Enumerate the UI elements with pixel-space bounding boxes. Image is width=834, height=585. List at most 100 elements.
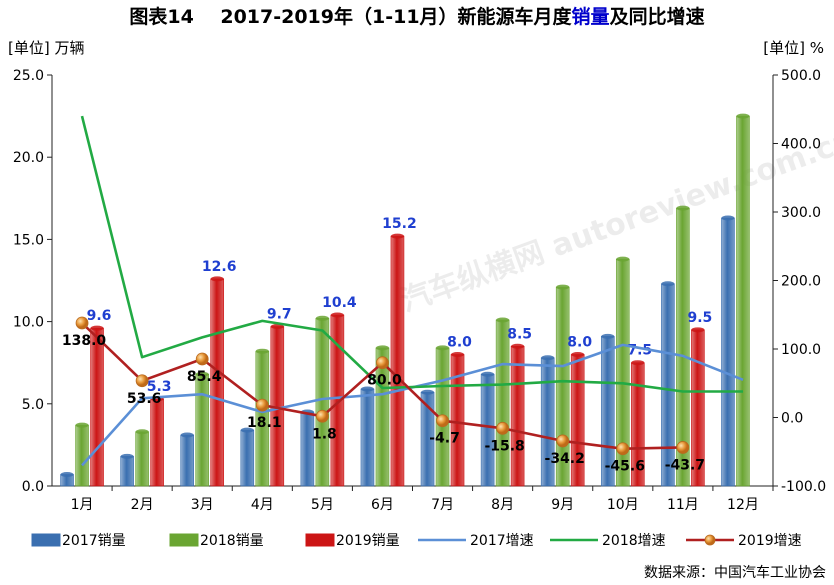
bar-data-label: 10.4 [322, 295, 357, 311]
bar-2018销量 [315, 318, 330, 487]
point-data-label: -34.2 [545, 451, 585, 467]
bar-cap-2019销量 [90, 325, 104, 331]
bar-data-label: 8.0 [447, 334, 472, 350]
chart-title: 图表14 2017-2019年（1-11月）新能源车月度销量及同比增速 [0, 2, 834, 29]
bar-2018销量 [195, 373, 210, 487]
watermark: 汽车纵横网 autoreview.com.cn [396, 122, 834, 319]
bar-cap-2019销量 [631, 360, 645, 366]
bar-cap-2017销量 [661, 281, 675, 287]
bar-2019销量 [150, 398, 164, 487]
point-2019增速 [315, 409, 329, 423]
legend-label: 2019增速 [738, 533, 802, 549]
bar-cap-2019销量 [270, 324, 284, 330]
bar-data-label: 8.0 [567, 334, 592, 350]
bar-2018销量 [135, 431, 149, 487]
bar-cap-2017销量 [721, 215, 735, 221]
left-tick-label: 20.0 [13, 150, 44, 166]
point-data-label: -43.7 [665, 457, 705, 473]
legend-label: 2018销量 [200, 533, 264, 549]
x-tick-label: 11月 [667, 497, 699, 513]
bar-data-label: 9.6 [87, 308, 112, 324]
point-2019增速 [75, 316, 89, 330]
point-2019增速 [436, 414, 449, 428]
left-tick-label: 15.0 [13, 232, 44, 248]
point-2019增速 [195, 352, 209, 366]
bar-cap-2017销量 [541, 355, 555, 361]
x-tick-label: 6月 [371, 497, 394, 513]
point-data-label: 53.6 [127, 391, 162, 407]
point-data-label: 85.4 [187, 369, 222, 385]
bar-data-label: 9.5 [687, 310, 712, 326]
bar-2017销量 [480, 373, 495, 487]
x-tick-label: 10月 [607, 497, 639, 513]
bar-cap-2018销量 [195, 371, 209, 377]
bar-cap-2018销量 [315, 315, 329, 321]
legend-label: 2017增速 [470, 533, 534, 549]
x-tick-label: 3月 [191, 497, 214, 513]
point-2019增速 [135, 374, 149, 388]
legend-swatch [31, 533, 61, 547]
title-prefix: 图表14 [129, 6, 194, 28]
bar-data-label: 15.2 [382, 216, 417, 232]
right-axis-unit: [单位] % [763, 39, 824, 57]
bar-cap-2019销量 [210, 276, 224, 282]
right-tick-label: -100.0 [781, 479, 826, 495]
title-main: 2017-2019年（1-11月）新能源车月度 [220, 6, 572, 28]
bar-cap-2019销量 [330, 312, 344, 318]
bar-data-label: 9.7 [267, 307, 292, 323]
bar-cap-2019销量 [390, 233, 404, 239]
bar-cap-2017销量 [60, 471, 74, 477]
x-tick-label: 1月 [71, 497, 94, 513]
bar-cap-2019销量 [691, 327, 705, 333]
bar-2019销量 [90, 327, 104, 487]
bar-cap-2019销量 [451, 351, 465, 357]
point-2019增速 [376, 356, 389, 370]
bar-cap-2017销量 [481, 371, 495, 377]
point-2019增速 [496, 421, 510, 435]
legend-label: 2019销量 [336, 533, 400, 549]
left-axis-unit: [单位] 万辆 [8, 39, 85, 57]
left-tick-label: 10.0 [13, 315, 44, 331]
bar-cap-2017销量 [120, 453, 134, 459]
legend-swatch [169, 533, 199, 547]
bar-2017销量 [120, 456, 134, 487]
bar-cap-2017销量 [180, 432, 194, 438]
bar-cap-2018销量 [496, 317, 510, 323]
bar-cap-2019销量 [511, 343, 525, 349]
bar-cap-2018销量 [556, 284, 570, 290]
point-data-label: 80.0 [367, 373, 402, 389]
bar-cap-2017销量 [240, 427, 254, 433]
point-data-label: 18.1 [247, 415, 282, 431]
legend-label: 2017销量 [62, 533, 126, 549]
point-2019增速 [616, 442, 630, 456]
legend-label: 2018增速 [602, 533, 666, 549]
bar-2017销量 [300, 411, 315, 487]
x-tick-label: 5月 [311, 497, 334, 513]
bar-cap-2018销量 [135, 429, 149, 435]
bar-data-label: 12.6 [202, 259, 237, 275]
bar-2019销量 [510, 345, 525, 487]
bar-cap-2018销量 [255, 348, 269, 354]
left-tick-label: 0.0 [22, 479, 44, 495]
bar-cap-2018销量 [676, 205, 690, 211]
legend-marker [704, 534, 716, 546]
bar-cap-2018销量 [375, 345, 389, 351]
source-note: 数据来源：中国汽车工业协会 [644, 565, 826, 581]
x-tick-label: 9月 [551, 497, 574, 513]
left-tick-label: 5.0 [22, 397, 44, 413]
bar-cap-2017销量 [421, 389, 435, 395]
bar-2017销量 [240, 429, 255, 487]
bar-2019销量 [390, 235, 405, 487]
bar-2017销量 [661, 283, 675, 487]
point-data-label: -45.6 [605, 459, 645, 475]
legend-swatch [305, 533, 335, 547]
title-highlight: 销量 [571, 6, 610, 28]
right-tick-label: 300.0 [781, 205, 821, 221]
bar-cap-2018销量 [75, 422, 89, 428]
x-tick-label: 4月 [251, 497, 274, 513]
bar-cap-2017销量 [360, 386, 374, 392]
right-tick-label: 400.0 [781, 137, 821, 153]
right-tick-label: 200.0 [781, 274, 821, 290]
point-2019增速 [255, 398, 269, 412]
